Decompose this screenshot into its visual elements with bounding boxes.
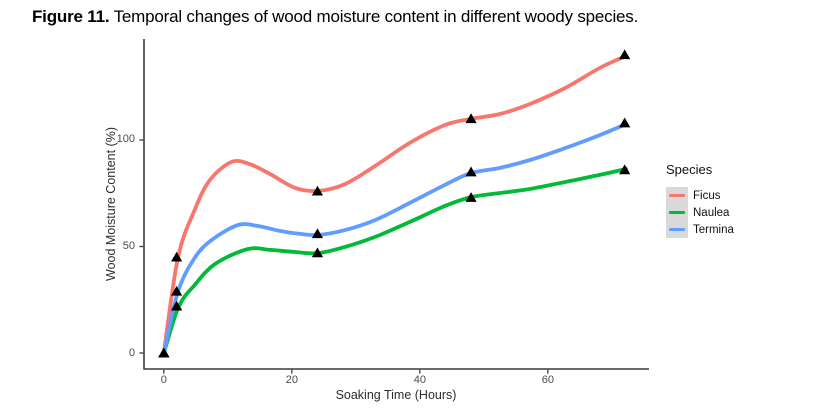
- legend-title: Species: [666, 162, 713, 177]
- data-point-marker-termina: [158, 347, 170, 358]
- axis-lines: [143, 39, 649, 370]
- x-tick-label: 40: [413, 374, 426, 386]
- data-point-marker-naulea: [311, 247, 324, 258]
- line-swatch-icon: [669, 193, 685, 198]
- data-point-marker-ficus: [311, 185, 324, 196]
- data-point-marker-naulea: [465, 192, 477, 202]
- legend: Species Ficus Naulea Termina: [666, 162, 734, 238]
- legend-item-label: Naulea: [693, 206, 730, 219]
- y-tick-label: 50: [122, 240, 135, 252]
- legend-key: [666, 187, 688, 204]
- y-axis-title: Wood Moisture Content (%): [104, 127, 118, 281]
- x-tick-label: 60: [541, 374, 554, 386]
- data-point-marker-naulea: [171, 300, 183, 311]
- legend-item-label: Ficus: [693, 189, 721, 202]
- series-curve-ficus: [161, 54, 628, 355]
- series-curve-termina: [161, 122, 628, 355]
- data-point-marker-termina: [311, 228, 324, 239]
- data-point-marker-naulea: [619, 164, 631, 175]
- x-tick-label: 0: [160, 374, 167, 386]
- y-tick-label: 100: [116, 133, 135, 146]
- legend-items: Ficus Naulea Termina: [666, 187, 734, 238]
- data-point-marker-termina: [171, 285, 183, 296]
- series-curve-naulea: [161, 167, 628, 355]
- data-point-marker-ficus: [171, 251, 183, 262]
- x-tick-label: 20: [285, 374, 298, 386]
- line-swatch-icon: [669, 227, 685, 232]
- data-point-marker-ficus: [619, 49, 631, 60]
- line-swatch-icon: [669, 210, 685, 215]
- legend-item-termina: Termina: [666, 221, 734, 238]
- data-point-marker-ficus: [465, 113, 477, 124]
- figure-label: Figure 11.: [32, 7, 110, 26]
- legend-key: [666, 204, 688, 221]
- figure-caption-text: Temporal changes of wood moisture conten…: [109, 7, 639, 26]
- x-axis-title: Soaking Time (Hours): [335, 388, 457, 402]
- figure-caption: Figure 11. Temporal changes of wood mois…: [32, 7, 638, 27]
- legend-key: [666, 221, 688, 238]
- data-point-marker-termina: [465, 166, 477, 177]
- y-tick-label: 0: [128, 346, 135, 359]
- data-point-marker-termina: [619, 117, 631, 128]
- legend-item-ficus: Ficus: [666, 187, 734, 204]
- legend-item-label: Termina: [693, 223, 734, 236]
- legend-item-naulea: Naulea: [666, 204, 734, 221]
